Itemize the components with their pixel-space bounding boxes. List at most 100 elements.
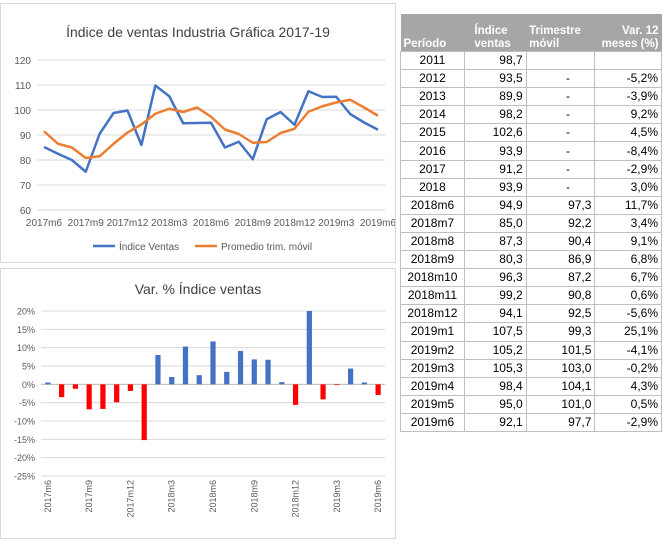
cell-var-12-meses: 6,8% bbox=[594, 250, 662, 270]
bar-x-tick-label: 2018m6 bbox=[208, 480, 218, 513]
cell-trimestre-movil: 90,8 bbox=[525, 286, 596, 306]
cell-var-12-meses: -3,9% bbox=[594, 87, 662, 107]
cell-periodo: 2018m8 bbox=[400, 231, 465, 252]
bar bbox=[114, 384, 120, 403]
line-chart-panel: Índice de ventas Industria Gráfica 2017-… bbox=[0, 3, 396, 263]
table-row: 2012 93,5- -5,2% bbox=[400, 69, 662, 89]
cell-indice-ventas: 105,2 bbox=[463, 340, 527, 360]
cell-indice-ventas: 96,3 bbox=[463, 268, 527, 288]
bar bbox=[347, 368, 354, 385]
cell-trimestre-movil: 97,3 bbox=[525, 195, 596, 215]
cell-var-12-meses: 11,7% bbox=[594, 195, 662, 215]
bar-x-tick-label: 2018m3 bbox=[167, 480, 177, 513]
bar bbox=[141, 384, 147, 441]
cell-trimestre-movil: - bbox=[525, 123, 596, 143]
cell-trimestre-movil: - bbox=[525, 105, 596, 125]
table-row: 2019m1 107,5 99,3 25,1% bbox=[400, 322, 662, 342]
cell-trimestre-movil: 92,5 bbox=[525, 304, 596, 324]
bar bbox=[279, 382, 285, 385]
line-x-tick-label: 2018m3 bbox=[151, 218, 188, 229]
cell-periodo: 2018m9 bbox=[400, 250, 465, 270]
bar bbox=[237, 350, 244, 385]
table-header-row: Período Índice ventas Trimestre móvil Va… bbox=[400, 14, 662, 52]
cell-var-12-meses: 4,5% bbox=[594, 123, 662, 143]
cell-periodo: 2014 bbox=[400, 105, 465, 125]
cell-periodo: 2019m4 bbox=[400, 376, 465, 396]
cell-var-12-meses bbox=[594, 50, 662, 71]
bar-x-tick-label: 2018m12 bbox=[291, 480, 301, 518]
bar bbox=[169, 377, 175, 385]
bar bbox=[334, 384, 340, 386]
table-row: 2018m8 87,3 90,4 9,1% bbox=[400, 231, 662, 252]
cell-indice-ventas: 91,2 bbox=[463, 159, 527, 179]
table-row: 2018 93,9-3,0% bbox=[400, 177, 662, 197]
header-var-12-meses: Var. 12 meses (%) bbox=[594, 14, 662, 52]
cell-var-12-meses: 0,5% bbox=[594, 394, 662, 414]
bar bbox=[100, 384, 106, 409]
cell-periodo: 2019m1 bbox=[400, 322, 465, 342]
cell-indice-ventas: 87,3 bbox=[463, 231, 527, 252]
cell-periodo: 2015 bbox=[400, 123, 465, 143]
bar-y-tick-label: -10% bbox=[14, 417, 35, 427]
table-row: 2018m10 96,3 87,2 6,7% bbox=[400, 268, 662, 288]
cell-indice-ventas: 98,4 bbox=[463, 376, 527, 396]
cell-indice-ventas: 94,9 bbox=[463, 195, 527, 215]
line-y-tick-label: 90 bbox=[20, 131, 32, 142]
line-y-tick-label: 100 bbox=[14, 106, 31, 117]
cell-periodo: 2011 bbox=[400, 50, 465, 71]
cell-indice-ventas: 93,9 bbox=[463, 177, 527, 197]
bar bbox=[265, 359, 271, 385]
cell-var-12-meses: 25,1% bbox=[594, 322, 662, 342]
bar bbox=[182, 346, 189, 385]
table-row: 2019m3 105,3 103,0 -0,2% bbox=[400, 358, 662, 378]
cell-periodo: 2019m2 bbox=[400, 340, 465, 360]
bar-y-tick-label: 20% bbox=[17, 307, 35, 317]
cell-periodo: 2019m3 bbox=[400, 358, 465, 378]
bar bbox=[320, 384, 326, 400]
bar-y-tick-label: -5% bbox=[19, 398, 35, 408]
cell-periodo: 2017 bbox=[400, 159, 465, 179]
cell-indice-ventas: 95,0 bbox=[463, 394, 527, 414]
cell-trimestre-movil: - bbox=[525, 141, 596, 161]
line-y-tick-label: 70 bbox=[20, 181, 32, 192]
cell-trimestre-movil: 97,7 bbox=[525, 412, 596, 432]
cell-var-12-meses: 3,4% bbox=[594, 213, 662, 233]
cell-indice-ventas: 80,3 bbox=[463, 250, 527, 270]
bar-y-tick-label: -15% bbox=[14, 435, 35, 445]
cell-indice-ventas: 99,2 bbox=[463, 286, 527, 306]
cell-indice-ventas: 93,9 bbox=[463, 141, 527, 161]
cell-trimestre-movil bbox=[525, 50, 596, 71]
bar bbox=[292, 384, 299, 405]
table-row: 2019m4 98,4 104,1 4,3% bbox=[400, 376, 662, 396]
cell-var-12-meses: -4,1% bbox=[594, 340, 662, 360]
line-series-indice-ventas bbox=[43, 84, 379, 173]
cell-var-12-meses: 9,2% bbox=[594, 105, 662, 125]
line-x-tick-label: 2018m12 bbox=[274, 218, 316, 229]
bar-chart-panel: Var. % Índice ventas 20% 15% 10% 5% 0% -5% -10… bbox=[0, 268, 396, 539]
table-row: 2019m5 95,0 101,0 0,5% bbox=[400, 394, 662, 414]
bar bbox=[361, 382, 367, 385]
cell-var-12-meses: 6,7% bbox=[594, 268, 662, 288]
cell-trimestre-movil: 92,2 bbox=[525, 213, 596, 233]
bar-y-tick-label: 0% bbox=[22, 380, 35, 390]
cell-indice-ventas: 98,2 bbox=[463, 105, 527, 125]
cell-trimestre-movil: 101,5 bbox=[525, 340, 596, 360]
cell-var-12-meses: 3,0% bbox=[594, 177, 662, 197]
bar-x-tick-label: 2018m9 bbox=[249, 480, 259, 513]
table-row: 2014 98,2-9,2% bbox=[400, 105, 662, 125]
header-periodo: Período bbox=[400, 14, 465, 52]
cell-indice-ventas: 107,5 bbox=[463, 322, 527, 342]
cell-trimestre-movil: 99,3 bbox=[525, 322, 596, 342]
cell-var-12-meses: -2,9% bbox=[594, 412, 662, 432]
cell-indice-ventas: 105,3 bbox=[463, 358, 527, 378]
bar-y-tick-label: 10% bbox=[17, 343, 35, 353]
bar bbox=[86, 384, 92, 410]
bar-x-tick-label: 2017m6 bbox=[43, 480, 53, 513]
bar-x-tick-label: 2017m12 bbox=[125, 480, 135, 518]
bar bbox=[127, 384, 134, 391]
bar-chart-title: Var. % Índice ventas bbox=[134, 281, 262, 297]
line-x-tick-label: 2018m6 bbox=[193, 218, 230, 229]
cell-trimestre-movil: - bbox=[525, 87, 596, 107]
table-row: 2019m6 92,1 97,7 -2,9% bbox=[400, 412, 662, 432]
cell-trimestre-movil: 104,1 bbox=[525, 376, 596, 396]
